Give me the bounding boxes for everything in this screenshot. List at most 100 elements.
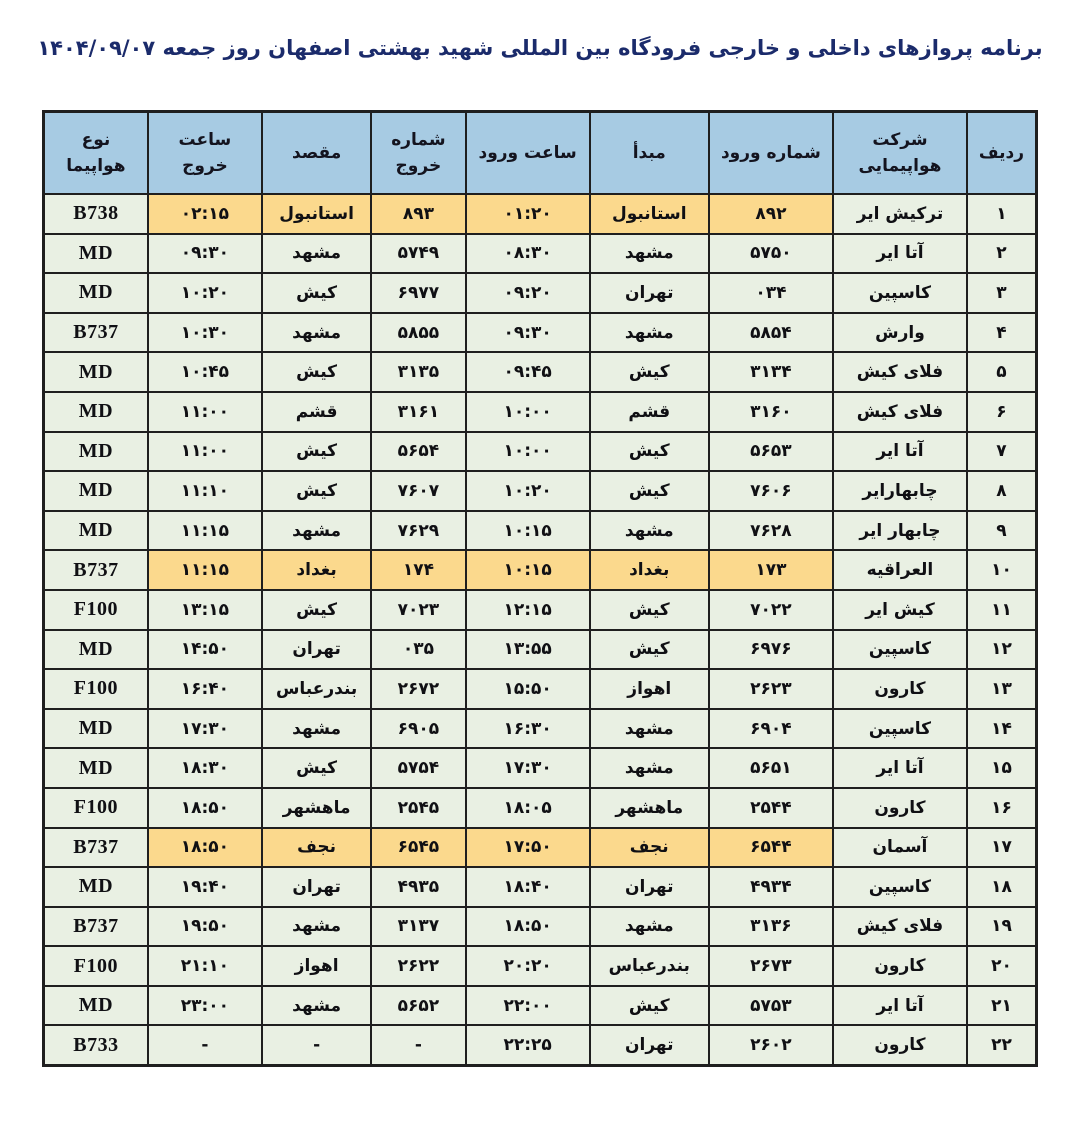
cell-col-aircraft-type: MD: [42, 707, 149, 750]
header-col-airline: شرکت هواپیمایی: [831, 110, 969, 195]
cell-col-row-number: ۱۴: [966, 707, 1038, 750]
cell-col-row-number: ۱۲: [966, 628, 1038, 671]
cell-col-airline: آتا ایر: [831, 232, 969, 275]
cell-col-arrival-number: ۳۱۳۶: [707, 905, 834, 948]
cell-col-row-number: ۱: [966, 193, 1038, 235]
cell-col-departure-time: ۰۹:۳۰: [146, 232, 264, 275]
cell-col-arrival-number: ۵۸۵۴: [707, 311, 834, 354]
cell-col-arrival-number: ۵۶۵۱: [707, 747, 834, 789]
cell-col-departure-number: ۴۹۳۵: [370, 866, 467, 908]
flight-row: ۹ چابهار ایر ۷۶۲۸ مشهد ۱۰:۱۵ ۷۶۲۹ مشهد ۱۱:۱۵ MD: [42, 509, 1038, 552]
cell-col-departure-number: ۰۳۵: [370, 628, 467, 671]
cell-col-arrival-time: ۱۰:۱۵: [464, 509, 591, 552]
cell-col-departure-time: ۰۲:۱۵: [146, 193, 264, 235]
cell-col-destination: کیش: [260, 470, 373, 512]
cell-col-departure-time: ۱۱:۱۰: [146, 470, 264, 512]
header-col-arrival-time: ساعت ورود: [464, 110, 591, 195]
cell-col-origin: کیش: [588, 470, 710, 512]
cell-col-departure-number: ۱۷۴: [370, 549, 467, 591]
cell-col-airline: آتا ایر: [831, 430, 969, 473]
cell-col-arrival-number: ۳۱۶۰: [707, 390, 834, 433]
cell-col-departure-time: ۱۱:۰۰: [146, 430, 264, 473]
cell-col-aircraft-type: B737: [42, 549, 149, 591]
cell-col-arrival-number: ۵۷۵۰: [707, 232, 834, 275]
cell-col-destination: نجف: [260, 826, 373, 869]
cell-col-origin: تهران: [588, 272, 710, 314]
cell-col-departure-time: ۱۱:۰۰: [146, 390, 264, 433]
cell-col-destination: مشهد: [260, 984, 373, 1027]
cell-col-arrival-number: ۵۶۵۳: [707, 430, 834, 473]
cell-col-origin: کیش: [588, 430, 710, 473]
flight-row: ۱ ترکیش ایر ۸۹۲ استانبول ۰۱:۲۰ ۸۹۳ استانبول ۰۲:…: [42, 193, 1038, 235]
cell-col-arrival-number: ۵۷۵۳: [707, 984, 834, 1027]
flight-row: ۸ چابهارایر ۷۶۰۶ کیش ۱۰:۲۰ ۷۶۰۷ کیش ۱۱:۱۰ MD: [42, 470, 1038, 512]
header-row: ردیف شرکت هواپیمایی شماره ورود مبدأ ساعت ورو…: [42, 110, 1038, 195]
cell-col-row-number: ۱۷: [966, 826, 1038, 869]
cell-col-departure-time: ۱۱:۱۵: [146, 549, 264, 591]
cell-col-origin: نجف: [588, 826, 710, 869]
cell-col-origin: بغداد: [588, 549, 710, 591]
cell-col-origin: مشهد: [588, 509, 710, 552]
cell-col-origin: قشم: [588, 390, 710, 433]
cell-col-origin: کیش: [588, 588, 710, 631]
header-col-departure-time: ساعت خروج: [146, 110, 264, 195]
cell-col-departure-time: ۱۹:۴۰: [146, 866, 264, 908]
cell-col-aircraft-type: MD: [42, 430, 149, 473]
cell-col-row-number: ۱۸: [966, 866, 1038, 908]
flight-row: ۴ وارش ۵۸۵۴ مشهد ۰۹:۳۰ ۵۸۵۵ مشهد ۱۰:۳۰ B737: [42, 311, 1038, 354]
cell-col-arrival-number: ۶۹۰۴: [707, 707, 834, 750]
header-col-destination: مقصد: [260, 110, 373, 195]
cell-col-arrival-number: ۲۶۷۳: [707, 945, 834, 987]
cell-col-aircraft-type: B737: [42, 905, 149, 948]
cell-col-departure-number: ۵۷۴۹: [370, 232, 467, 275]
header-col-origin: مبدأ: [588, 110, 710, 195]
cell-col-arrival-number: ۷۶۲۸: [707, 509, 834, 552]
cell-col-departure-time: ۱۸:۳۰: [146, 747, 264, 789]
cell-col-arrival-time: ۱۸:۰۵: [464, 786, 591, 829]
cell-col-row-number: ۱۶: [966, 786, 1038, 829]
flight-row: ۱۰ العراقیه ۱۷۳ بغداد ۱۰:۱۵ ۱۷۴ بغداد ۱۱:۱۵ B737: [42, 549, 1038, 591]
cell-col-row-number: ۷: [966, 430, 1038, 473]
cell-col-origin: اهواز: [588, 668, 710, 710]
cell-col-airline: آتا ایر: [831, 747, 969, 789]
flight-table-body: ۱ ترکیش ایر ۸۹۲ استانبول ۰۱:۲۰ ۸۹۳ استانبول ۰۲:…: [42, 193, 1038, 1067]
cell-col-arrival-time: ۰۹:۳۰: [464, 311, 591, 354]
cell-col-row-number: ۲: [966, 232, 1038, 275]
cell-col-departure-time: ۱۴:۵۰: [146, 628, 264, 671]
cell-col-departure-number: ۵۸۵۵: [370, 311, 467, 354]
cell-col-origin: کیش: [588, 351, 710, 393]
flight-row: ۳ کاسپین ۰۳۴ تهران ۰۹:۲۰ ۶۹۷۷ کیش ۱۰:۲۰ MD: [42, 272, 1038, 314]
cell-col-departure-number: ۲۶۲۲: [370, 945, 467, 987]
cell-col-departure-time: ۱۰:۲۰: [146, 272, 264, 314]
cell-col-arrival-time: ۱۰:۲۰: [464, 470, 591, 512]
cell-col-airline: العراقیه: [831, 549, 969, 591]
cell-col-arrival-time: ۱۳:۵۵: [464, 628, 591, 671]
cell-col-destination: مشهد: [260, 707, 373, 750]
cell-col-arrival-number: ۶۹۷۶: [707, 628, 834, 671]
cell-col-row-number: ۲۰: [966, 945, 1038, 987]
cell-col-destination: مشهد: [260, 905, 373, 948]
cell-col-departure-number: ۲۵۴۵: [370, 786, 467, 829]
cell-col-destination: مشهد: [260, 509, 373, 552]
cell-col-departure-number: ۵۶۵۲: [370, 984, 467, 1027]
cell-col-departure-number: ۸۹۳: [370, 193, 467, 235]
cell-col-destination: کیش: [260, 588, 373, 631]
flight-row: ۲۲ کارون ۲۶۰۲ تهران ۲۲:۲۵- - - B733: [42, 1024, 1038, 1067]
cell-col-origin: تهران: [588, 1024, 710, 1067]
cell-col-destination: بندرعباس: [260, 668, 373, 710]
cell-col-row-number: ۱۱: [966, 588, 1038, 631]
cell-col-aircraft-type: MD: [42, 470, 149, 512]
cell-col-destination: بغداد: [260, 549, 373, 591]
cell-col-arrival-time: ۱۰:۱۵: [464, 549, 591, 591]
cell-col-airline: کارون: [831, 945, 969, 987]
cell-col-departure-number: -: [370, 1024, 467, 1067]
cell-col-departure-number: ۶۹۰۵: [370, 707, 467, 750]
cell-col-arrival-number: ۲۵۴۴: [707, 786, 834, 829]
cell-col-aircraft-type: MD: [42, 984, 149, 1027]
cell-col-departure-number: ۳۱۳۵: [370, 351, 467, 393]
cell-col-arrival-time: ۲۰:۲۰: [464, 945, 591, 987]
cell-col-arrival-time: ۱۰:۰۰: [464, 430, 591, 473]
cell-col-departure-time: ۱۸:۵۰: [146, 826, 264, 869]
cell-col-aircraft-type: MD: [42, 232, 149, 275]
cell-col-origin: مشهد: [588, 905, 710, 948]
